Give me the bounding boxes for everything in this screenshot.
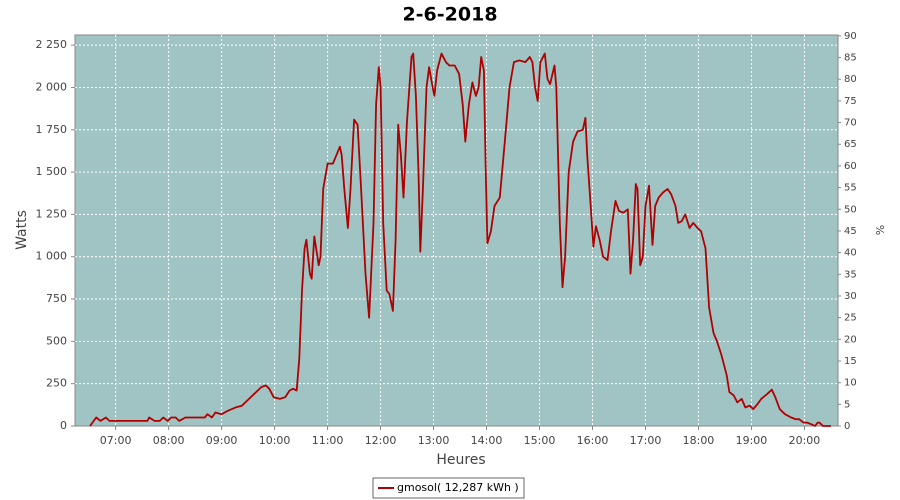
legend-label: gmosol( 12,287 kWh )	[397, 481, 519, 494]
y2-tick-label: 70	[844, 118, 857, 129]
y-tick-label: 250	[46, 377, 67, 390]
x-tick-label: 11:00	[312, 434, 344, 447]
y2-tick-label: 50	[844, 204, 857, 215]
y2-tick-label: 30	[844, 291, 857, 302]
y2-tick-label: 55	[844, 183, 857, 194]
y2-tick-label: 5	[844, 399, 850, 410]
y2-tick-label: 45	[844, 226, 857, 237]
x-tick-label: 10:00	[259, 434, 291, 447]
x-tick-label: 18:00	[683, 434, 715, 447]
y2-tick-label: 40	[844, 248, 857, 259]
x-axis-label: Heures	[436, 452, 485, 468]
y2-tick-label: 20	[844, 334, 857, 345]
legend	[372, 477, 525, 499]
x-tick-label: 14:00	[471, 434, 503, 447]
y2-tick-label: 60	[844, 161, 857, 172]
x-tick-label: 13:00	[418, 434, 450, 447]
y-tick-label: 0	[60, 419, 67, 432]
y-tick-label: 1 500	[36, 165, 68, 178]
y2-tick-label: 35	[844, 269, 857, 280]
plot-area	[74, 34, 839, 427]
y-tick-label: 500	[46, 334, 67, 347]
x-tick-label: 20:00	[789, 434, 821, 447]
y2-tick-label: 65	[844, 139, 857, 150]
y2-axis-label: %	[874, 225, 887, 235]
y2-tick-label: 85	[844, 53, 857, 64]
x-tick-label: 15:00	[524, 434, 556, 447]
y-axis-label: Watts	[14, 210, 30, 250]
x-tick-label: 09:00	[206, 434, 238, 447]
y2-tick-label: 25	[844, 313, 857, 324]
y-tick-label: 2 250	[36, 38, 68, 51]
y2-tick-label: 90	[844, 31, 857, 42]
y-tick-label: 2 000	[36, 80, 68, 93]
y-tick-label: 1 750	[36, 123, 68, 136]
x-tick-label: 12:00	[365, 434, 397, 447]
y-tick-label: 1 250	[36, 207, 68, 220]
y2-tick-label: 15	[844, 356, 857, 367]
data-line	[89, 52, 831, 427]
y-tick-label: 750	[46, 292, 67, 305]
x-tick-label: 16:00	[577, 434, 609, 447]
y-tick-label: 1 000	[36, 250, 68, 263]
x-tick-label: 07:00	[100, 434, 132, 447]
y2-tick-label: 75	[844, 96, 857, 107]
y2-tick-label: 10	[844, 378, 857, 389]
y2-tick-label: 0	[844, 421, 850, 432]
chart-title: 2-6-2018	[402, 4, 497, 26]
x-tick-label: 17:00	[630, 434, 662, 447]
y2-tick-label: 80	[844, 74, 857, 85]
x-tick-label: 08:00	[153, 434, 185, 447]
x-tick-label: 19:00	[736, 434, 768, 447]
